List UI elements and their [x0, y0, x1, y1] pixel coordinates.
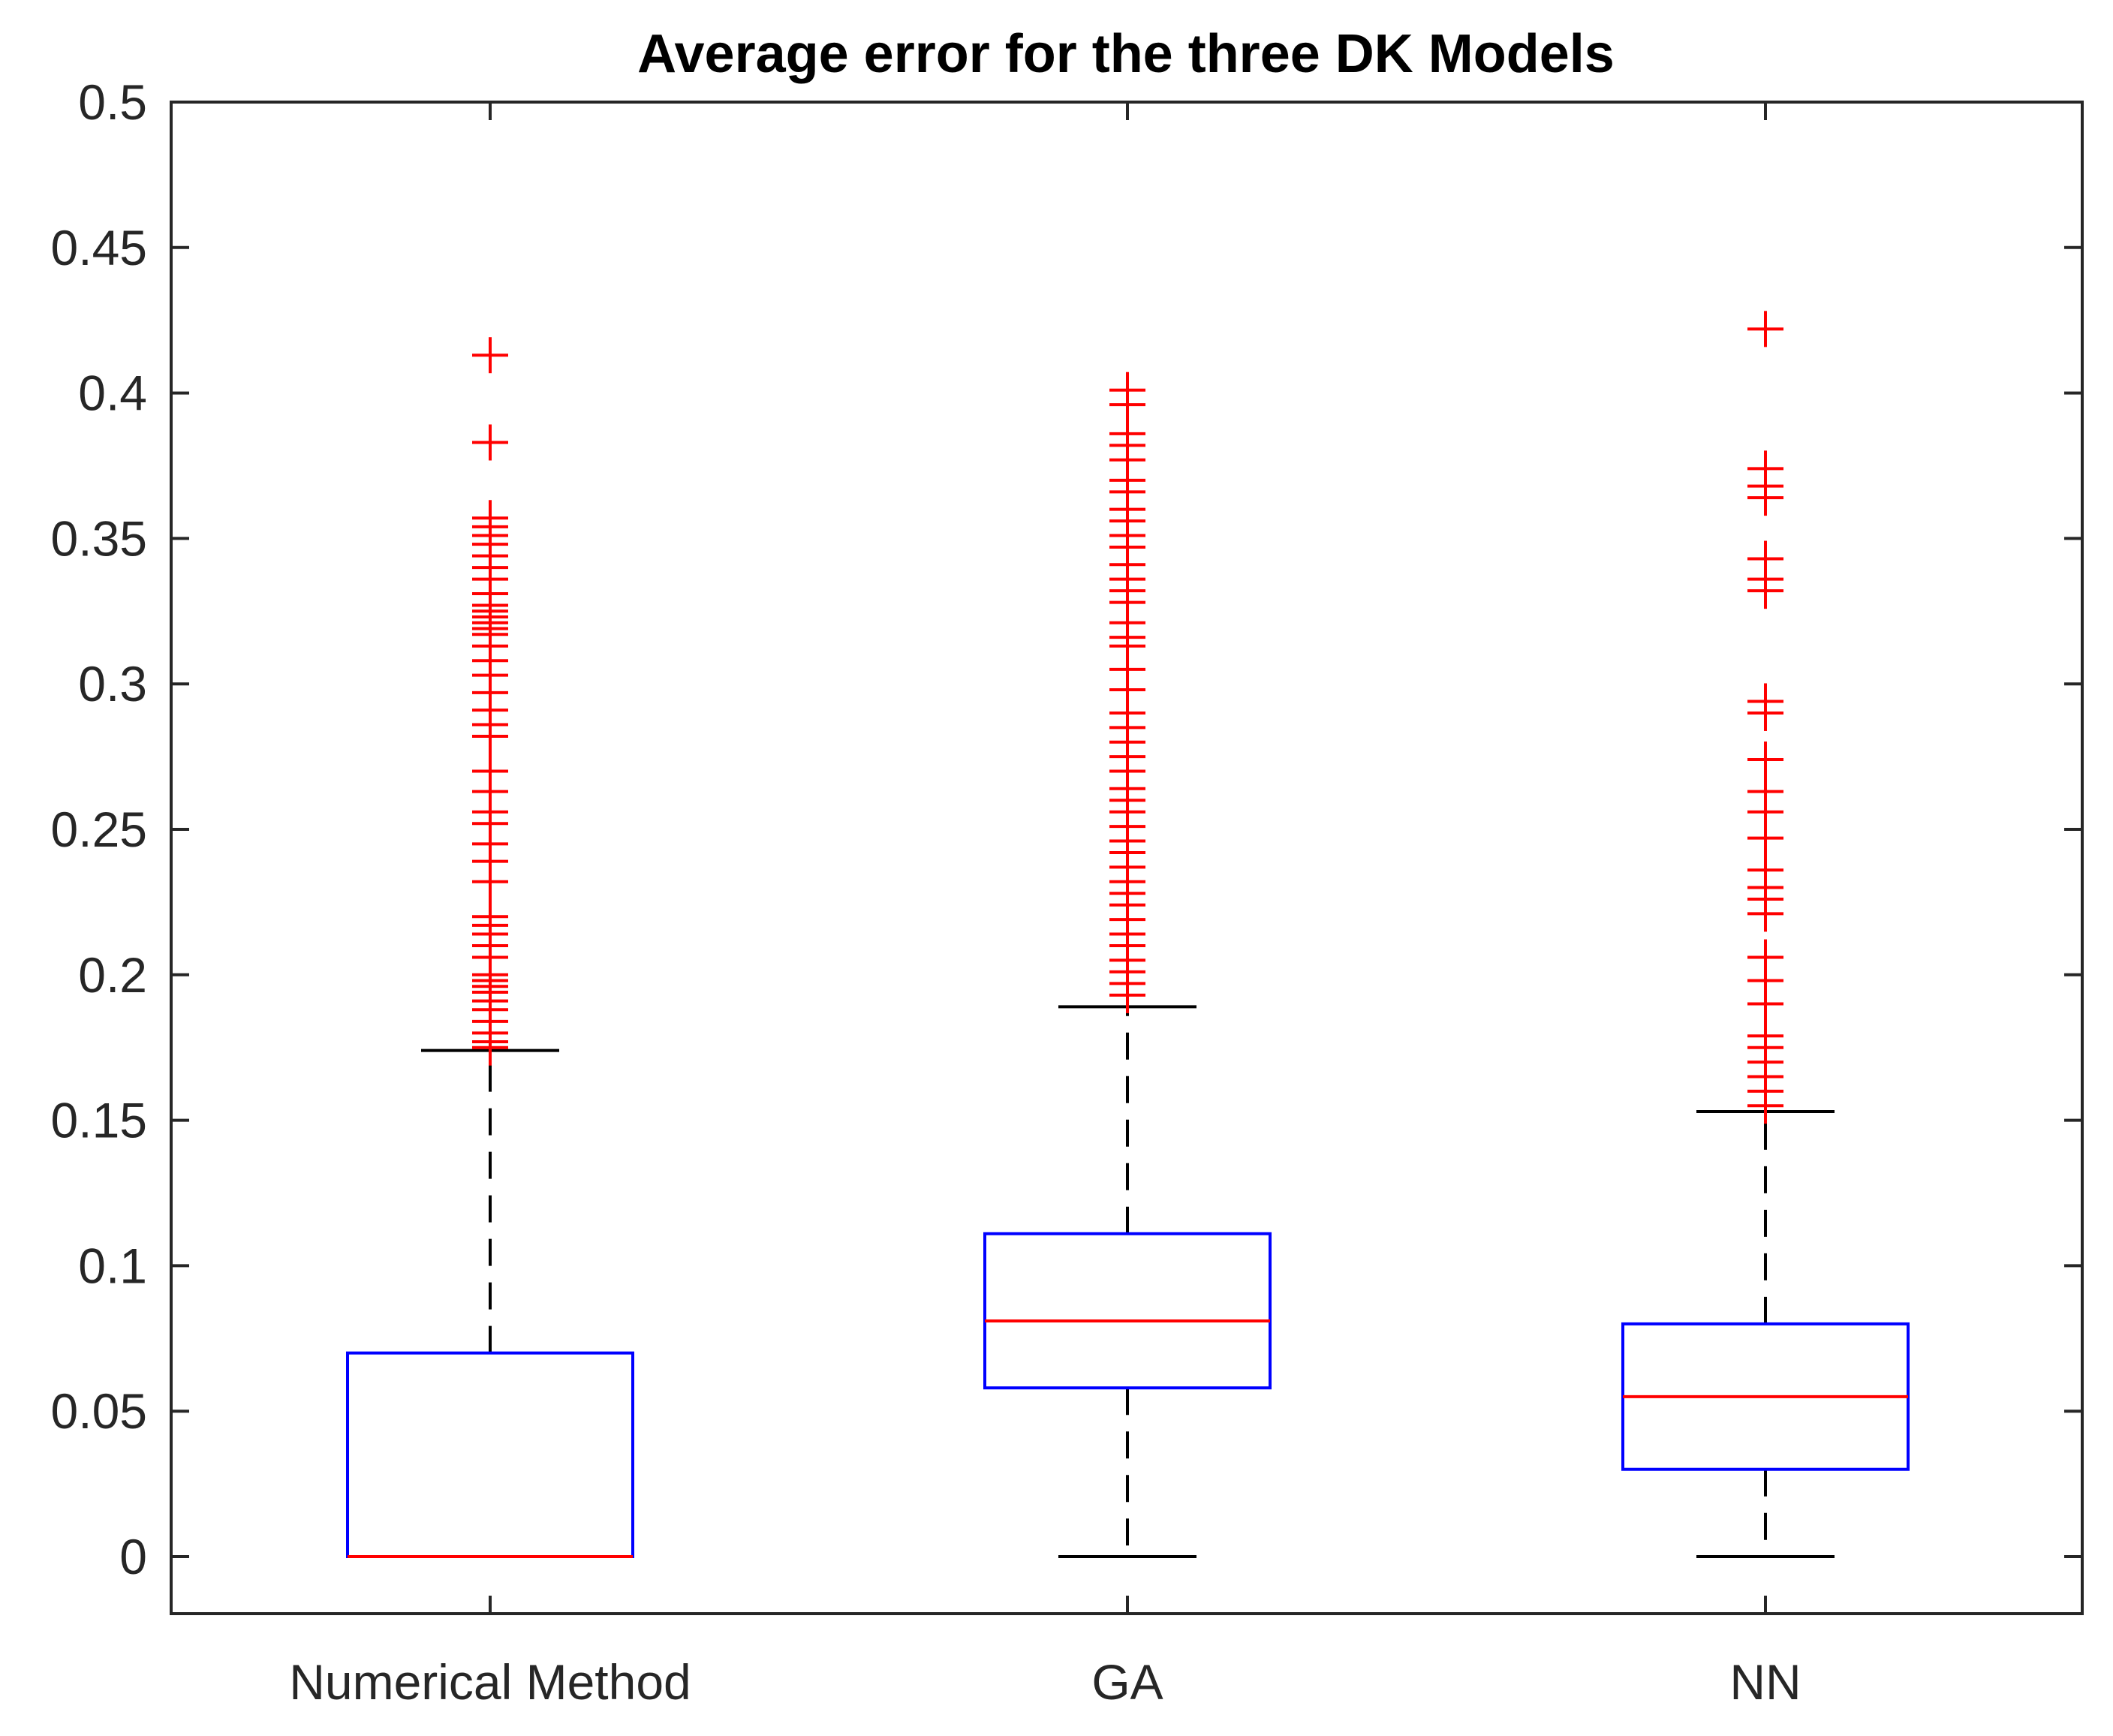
y-tick-label: 0.45: [51, 220, 147, 275]
outlier-marker: [1747, 895, 1783, 932]
y-tick-label: 0.4: [78, 366, 147, 421]
outlier-marker: [472, 863, 508, 900]
outlier-marker: [1747, 311, 1783, 348]
y-tick-label: 0.35: [51, 510, 147, 566]
y-tick-label: 0.25: [51, 802, 147, 857]
x-tick-label: NN: [1729, 1654, 1801, 1710]
y-tick-label: 0.1: [78, 1238, 147, 1293]
outlier-marker: [1747, 741, 1783, 778]
outlier-marker: [472, 1029, 508, 1066]
box-group: [1621, 311, 1910, 1558]
outlier-marker: [1747, 985, 1783, 1022]
outlier-marker: [1747, 1088, 1783, 1124]
box-iqr: [346, 1351, 634, 1559]
outlier-marker: [472, 718, 508, 754]
y-tick-label: 0.5: [78, 74, 147, 130]
x-tick-label: Numerical Method: [289, 1654, 691, 1710]
outlier-marker: [472, 337, 508, 374]
outlier-marker: [1747, 694, 1783, 731]
outlier-marker: [1747, 820, 1783, 856]
outlier-marker: [1109, 976, 1145, 1013]
y-tick-label: 0.2: [78, 947, 147, 1003]
y-tick-label: 0.05: [51, 1383, 147, 1439]
box-group: [983, 372, 1272, 1558]
outlier-marker: [472, 424, 508, 461]
y-tick-label: 0.3: [78, 656, 147, 712]
outlier-marker: [1747, 573, 1783, 609]
y-tick-label: 0: [119, 1529, 147, 1584]
y-tick-label: 0.15: [51, 1093, 147, 1148]
box-group: [346, 337, 634, 1559]
outlier-marker: [1747, 480, 1783, 516]
box-iqr: [983, 1232, 1272, 1390]
x-tick-label: GA: [1091, 1654, 1163, 1710]
chart-title: Average error for the three DK Models: [637, 24, 1615, 84]
